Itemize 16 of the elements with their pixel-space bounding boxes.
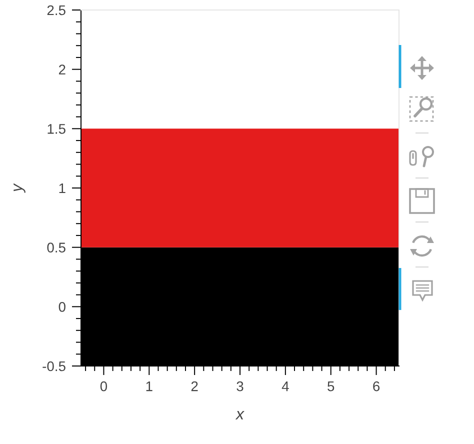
x-axis-title: x — [235, 410, 244, 420]
y-tick-label: 1 — [59, 183, 66, 194]
x-tick-label: 5 — [328, 382, 334, 392]
x-tick-label: 6 — [373, 381, 380, 392]
x-tick-label: 1 — [146, 382, 152, 392]
x-tick-label: 2 — [191, 381, 198, 392]
x-tick-label: 3 — [236, 381, 244, 392]
y-tick-label: 0 — [58, 302, 66, 312]
y-axis-title: y — [14, 183, 26, 193]
x-tick-label: 4 — [282, 382, 289, 392]
y-tick-label: 2.5 — [47, 5, 66, 16]
x-tick-label: 0 — [100, 381, 108, 392]
y-tick-label: 2 — [58, 64, 66, 74]
y-tick-label: 0.5 — [47, 242, 66, 253]
y-tick-label: -0.5 — [42, 361, 66, 372]
y-tick-label: 1.5 — [48, 124, 66, 134]
